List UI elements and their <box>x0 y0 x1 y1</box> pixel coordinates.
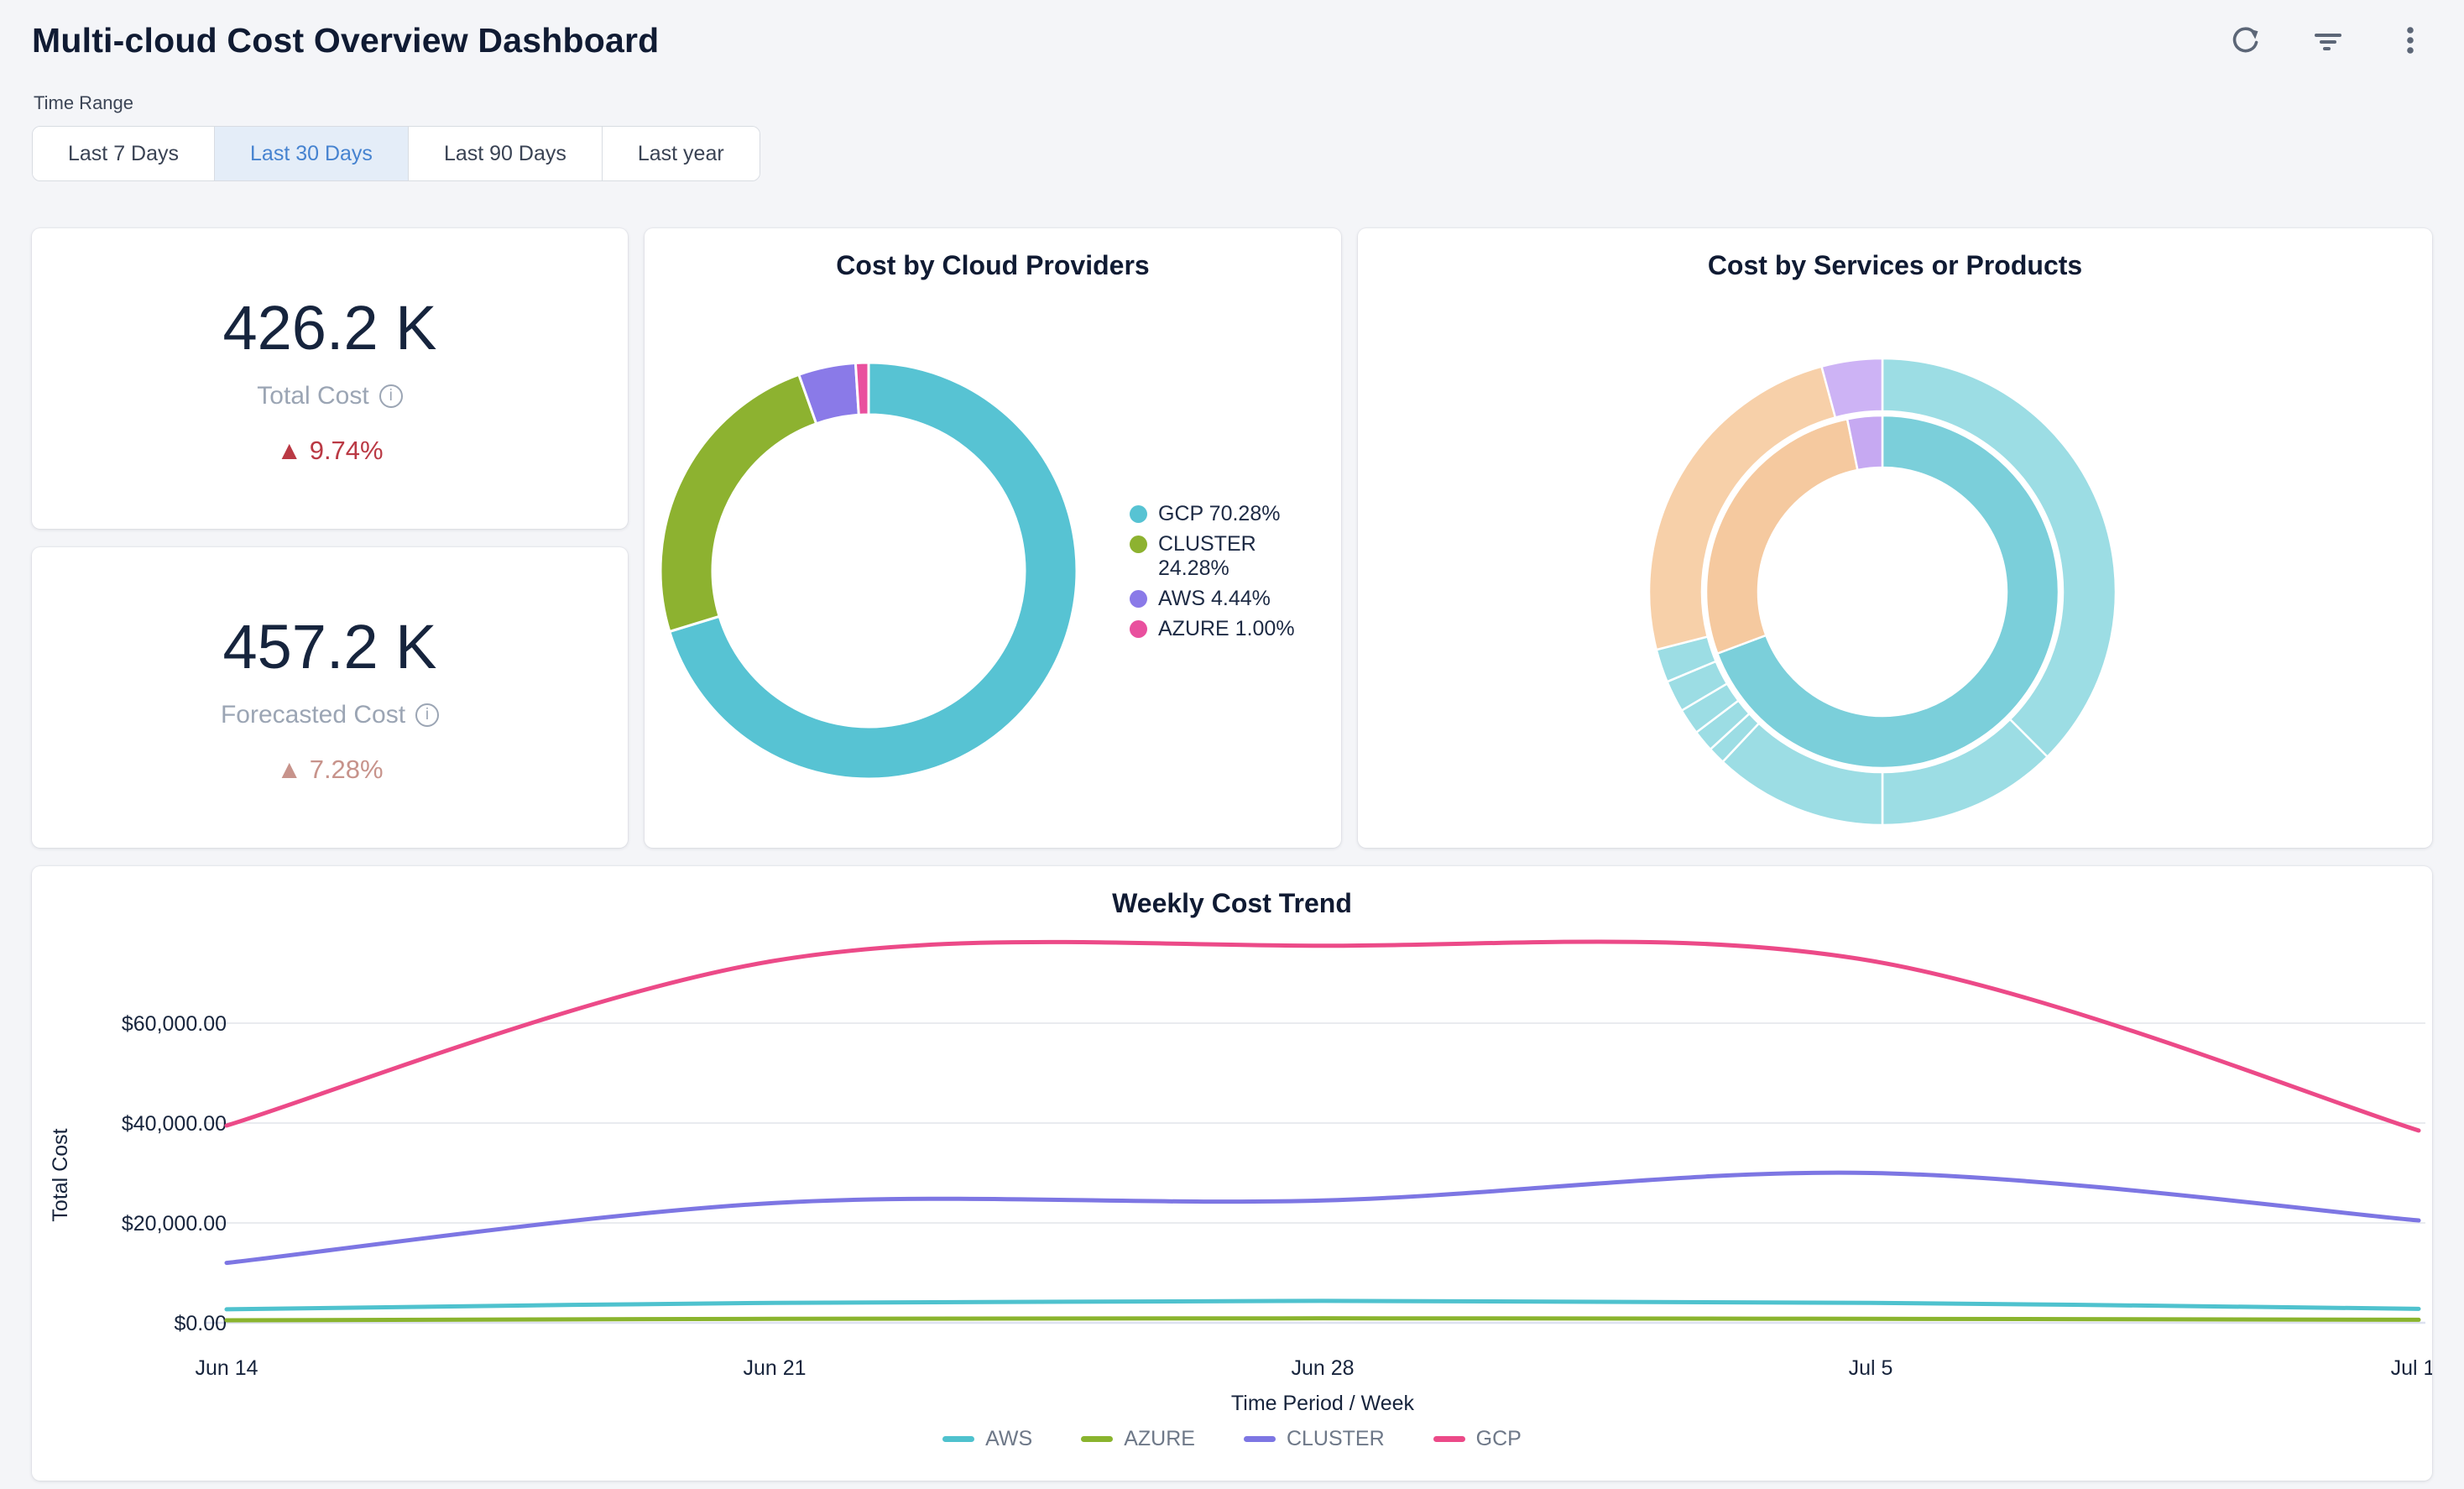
donut-segment-azure[interactable] <box>855 363 869 415</box>
legend-label: AWS 4.44% <box>1158 587 1271 611</box>
time-range-last-30-days[interactable]: Last 30 Days <box>215 127 409 180</box>
time-range-button-group: Last 7 DaysLast 30 DaysLast 90 DaysLast … <box>32 126 760 181</box>
header: Multi-cloud Cost Overview Dashboard <box>32 0 2432 81</box>
kebab-menu-icon <box>2392 22 2429 59</box>
filter-icon <box>2310 22 2347 59</box>
delta-up-icon: ▲ <box>276 436 302 465</box>
legend-dash <box>942 1436 974 1442</box>
x-tick-label: Jul 12 <box>2391 1356 2432 1380</box>
kpi-label-text: Forecasted Cost <box>221 701 405 729</box>
delta-value: 9.74% <box>310 436 384 465</box>
legend-label: CLUSTER <box>1287 1427 1385 1451</box>
dashboard-page: Multi-cloud Cost Overview Dashboard <box>0 0 2464 1489</box>
delta-value: 7.28% <box>310 755 384 784</box>
weekly-cost-trend-card: Weekly Cost Trend $0.00$20,000.00$40,000… <box>32 866 2432 1481</box>
trend-legend-item-cluster[interactable]: CLUSTER <box>1244 1427 1385 1451</box>
donut-segment-cluster[interactable] <box>660 374 817 631</box>
legend-label: GCP <box>1476 1427 1522 1451</box>
legend-dash <box>1433 1436 1465 1442</box>
total-cost-label: Total Cost i <box>257 382 402 410</box>
total-cost-kpi-card: 426.2 K Total Cost i ▲ 9.74% <box>32 228 628 529</box>
legend-item-gcp[interactable]: GCP 70.28% <box>1130 502 1318 526</box>
y-axis-label: Total Cost <box>49 1128 72 1221</box>
time-range-last-year[interactable]: Last year <box>603 127 760 180</box>
more-options-button[interactable] <box>2388 18 2432 62</box>
trend-line-aws[interactable] <box>227 1301 2419 1309</box>
trend-line-cluster[interactable] <box>227 1173 2419 1262</box>
legend-dot <box>1130 620 1147 638</box>
delta-up-icon: ▲ <box>276 755 302 784</box>
page-title: Multi-cloud Cost Overview Dashboard <box>32 21 659 60</box>
legend-label: AWS <box>985 1427 1032 1451</box>
trend-legend-item-aws[interactable]: AWS <box>942 1427 1032 1451</box>
forecasted-cost-kpi-card: 457.2 K Forecasted Cost i ▲ 7.28% <box>32 547 628 848</box>
filter-button[interactable] <box>2306 18 2350 62</box>
legend-dash <box>1244 1436 1276 1442</box>
cost-by-cloud-providers-card: Cost by Cloud Providers GCP 70.28%CLUSTE… <box>645 228 1341 848</box>
donut-legend: GCP 70.28% CLUSTER 24.28% AWS 4.44% AZURE 1… <box>1130 502 1318 641</box>
legend-dash <box>1081 1436 1113 1442</box>
legend-label: GCP 70.28% <box>1158 502 1280 526</box>
y-tick-label: $20,000.00 <box>122 1212 227 1236</box>
refresh-icon <box>2227 22 2264 59</box>
x-tick-label: Jul 5 <box>1849 1356 1893 1380</box>
forecasted-cost-value: 457.2 K <box>222 611 436 682</box>
legend-label: CLUSTER 24.28% <box>1158 532 1318 581</box>
x-axis-label: Time Period / Week <box>1231 1392 1415 1415</box>
legend-item-aws[interactable]: AWS 4.44% <box>1130 587 1318 611</box>
x-tick-label: Jun 21 <box>743 1356 806 1380</box>
cost-by-services-card: Cost by Services or Products <box>1358 228 2432 848</box>
info-icon[interactable]: i <box>415 703 439 727</box>
kpi-label-text: Total Cost <box>257 382 368 410</box>
y-tick-label: $60,000.00 <box>122 1012 227 1036</box>
forecasted-cost-label: Forecasted Cost i <box>221 701 439 729</box>
legend-dot <box>1130 590 1147 608</box>
x-tick-label: Jun 14 <box>195 1356 258 1380</box>
total-cost-value: 426.2 K <box>222 292 436 363</box>
legend-dot <box>1130 505 1147 523</box>
legend-label: AZURE <box>1124 1427 1195 1451</box>
header-actions <box>2224 18 2432 62</box>
x-tick-label: Jun 28 <box>1291 1356 1354 1380</box>
y-tick-label: $40,000.00 <box>122 1112 227 1136</box>
legend-item-azure[interactable]: AZURE 1.00% <box>1130 617 1318 641</box>
y-tick-label: $0.00 <box>174 1312 227 1335</box>
trend-line-gcp[interactable] <box>227 942 2419 1131</box>
trend-legend-item-gcp[interactable]: GCP <box>1433 1427 1522 1451</box>
info-icon[interactable]: i <box>379 384 403 408</box>
legend-label: AZURE 1.00% <box>1158 617 1295 641</box>
total-cost-delta: ▲ 9.74% <box>276 436 383 466</box>
legend-item-cluster[interactable]: CLUSTER 24.28% <box>1130 532 1318 581</box>
time-range-label: Time Range <box>34 92 133 114</box>
trend-legend-item-azure[interactable]: AZURE <box>1081 1427 1195 1451</box>
legend-dot <box>1130 536 1147 553</box>
forecasted-cost-delta: ▲ 7.28% <box>276 755 383 785</box>
services-sunburst-chart[interactable] <box>1358 228 2432 848</box>
time-range-last-90-days[interactable]: Last 90 Days <box>409 127 603 180</box>
time-range-last-7-days[interactable]: Last 7 Days <box>33 127 215 180</box>
weekly-cost-trend-chart[interactable]: $0.00 $20,000.00 $40,000.00 $60,000.00 Total… <box>32 866 2432 1481</box>
trend-line-azure[interactable] <box>227 1319 2419 1320</box>
refresh-button[interactable] <box>2224 18 2268 62</box>
trend-legend: AWS AZURE CLUSTER GCP <box>32 1427 2432 1451</box>
